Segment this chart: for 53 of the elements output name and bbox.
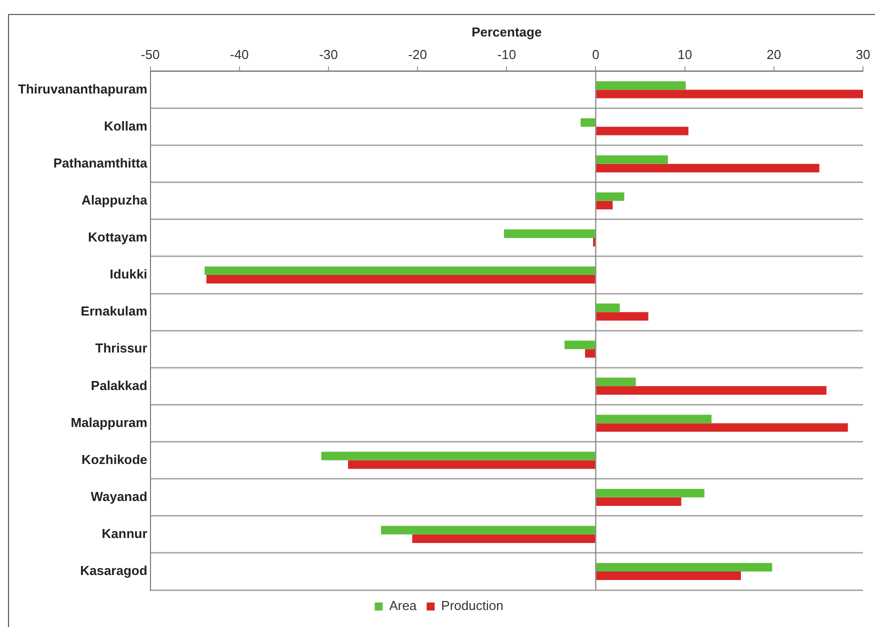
bar (585, 349, 596, 358)
bar (321, 452, 596, 460)
bar (412, 534, 596, 543)
bar (504, 229, 596, 238)
y-tick-label: Thrissur (95, 340, 148, 356)
bar (596, 378, 636, 386)
bar (381, 526, 596, 534)
bar (580, 118, 596, 127)
bar (596, 200, 613, 210)
bar (596, 192, 624, 201)
y-tick-label: Wayanad (90, 488, 148, 504)
x-tick-label: -50 (140, 46, 160, 62)
y-tick-label: Pathanamthitta (53, 155, 148, 170)
bar (596, 90, 863, 98)
bar (596, 488, 704, 498)
bar (596, 155, 668, 164)
y-tick-label: Kasaragod (80, 563, 148, 578)
y-tick-label: Alappuzha (82, 192, 148, 208)
y-tick-label: Kozhikode (82, 452, 148, 467)
bar (596, 414, 712, 424)
bar (564, 340, 596, 350)
bar (596, 386, 826, 395)
y-tick-label: Kannur (102, 526, 148, 541)
bar (596, 571, 741, 580)
y-tick-label: Kollam (104, 118, 148, 134)
bar (596, 81, 686, 90)
bar (204, 266, 596, 276)
bar (206, 275, 596, 284)
x-tick-label: -20 (408, 46, 427, 62)
bar (348, 460, 596, 469)
bar (596, 126, 688, 136)
x-tick-label: 0 (592, 46, 600, 62)
x-tick-label: 30 (856, 46, 870, 62)
y-tick-label: Ernakulam (80, 304, 148, 319)
bar (596, 497, 682, 506)
y-tick-label: Kottayam (88, 230, 148, 245)
bar (596, 423, 848, 432)
y-tick-label: Thiruvananthapuram (18, 81, 148, 96)
y-tick-label: Palakkad (90, 378, 148, 393)
x-tick-label: 10 (678, 46, 692, 62)
legend-label: Area (389, 598, 418, 614)
bar (596, 304, 620, 312)
x-tick-label: 20 (766, 46, 782, 62)
y-tick-label: Idukki (110, 266, 148, 282)
y-tick-label: Malappuram (70, 414, 148, 430)
x-tick-label: -40 (230, 46, 249, 62)
bar (596, 312, 648, 321)
legend-label: Production (441, 598, 504, 614)
x-tick-label: -30 (319, 46, 338, 62)
bar (596, 562, 772, 572)
x-axis-title: Percentage (472, 24, 542, 40)
bar (596, 164, 820, 172)
x-tick-label: -10 (497, 46, 516, 62)
